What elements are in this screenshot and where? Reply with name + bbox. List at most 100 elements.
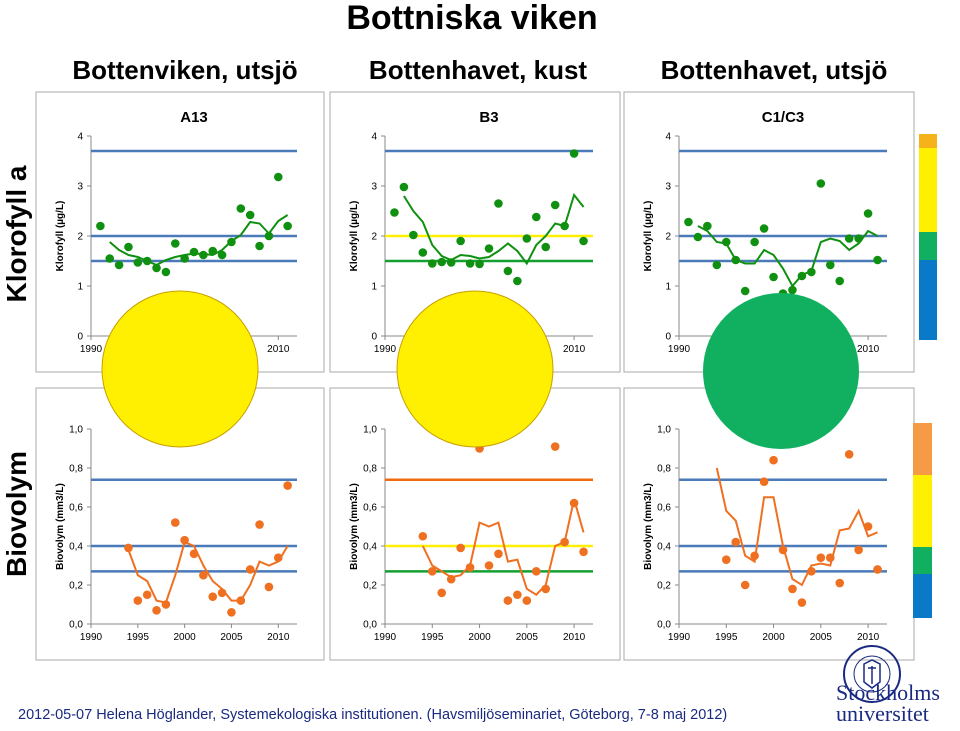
data-point: [236, 204, 246, 213]
data-point: [816, 179, 826, 188]
x-tick-label: 1990: [668, 344, 691, 355]
y-axis-label: Biovolym (mm3/L): [55, 483, 66, 570]
y-tick-label: 0,0: [657, 620, 671, 631]
data-point: [769, 455, 778, 465]
data-point: [170, 518, 180, 527]
x-tick-label: 1990: [374, 632, 397, 643]
data-point: [731, 537, 741, 547]
data-point: [750, 551, 759, 561]
data-point: [807, 567, 816, 576]
status-circle-a13: [101, 290, 259, 448]
row-label-biovolume: Biovolym: [1, 451, 32, 577]
data-point: [560, 537, 569, 547]
x-tick-label: 1995: [421, 632, 444, 643]
basin-label-3: Bottenhavet, utsjö: [661, 55, 888, 85]
data-point: [731, 255, 741, 265]
x-tick-label: 1990: [80, 632, 103, 643]
data-point: [550, 200, 560, 210]
x-tick-label: 2010: [267, 632, 290, 643]
data-point: [465, 259, 475, 268]
y-tick-label: 2: [77, 232, 83, 243]
data-point: [96, 221, 105, 231]
page-title: Bottniska viken: [346, 0, 597, 37]
y-tick-label: 0,2: [363, 581, 377, 592]
y-tick-label: 0,8: [363, 464, 377, 475]
data-point: [541, 584, 551, 594]
data-point: [227, 608, 236, 617]
trend-line: [109, 214, 289, 267]
scale-segment: [919, 260, 937, 340]
data-point: [579, 547, 588, 557]
chart-title: B3: [479, 109, 498, 126]
data-point: [759, 477, 769, 486]
y-tick-label: 1: [665, 282, 671, 293]
x-tick-label: 2010: [563, 632, 586, 643]
data-point: [835, 276, 845, 286]
data-point: [693, 232, 703, 242]
data-point: [531, 567, 541, 576]
data-point: [522, 596, 532, 605]
data-point: [513, 590, 522, 600]
y-tick-label: 0,6: [363, 503, 377, 514]
x-tick-label: 2005: [516, 632, 539, 643]
data-point: [189, 247, 199, 257]
data-point: [437, 588, 447, 598]
data-point: [142, 590, 152, 600]
data-point: [245, 565, 255, 574]
data-point: [484, 561, 494, 570]
chart-title: A13: [180, 109, 208, 126]
data-point: [180, 535, 189, 545]
x-tick-label: 2005: [220, 632, 243, 643]
data-point: [199, 570, 208, 580]
data-point: [124, 242, 133, 252]
scale-segment: [919, 134, 937, 148]
x-tick-label: 2000: [174, 632, 197, 643]
y-tick-label: 3: [371, 182, 377, 193]
scale-segment: [913, 475, 932, 547]
y-tick-label: 0: [371, 332, 377, 343]
data-point: [522, 234, 532, 243]
chart-title: C1/C3: [762, 109, 805, 126]
seal-ring: [843, 645, 901, 703]
data-point: [778, 545, 788, 555]
x-tick-label: 2010: [563, 344, 586, 355]
x-tick-label: 2010: [857, 344, 880, 355]
color-scale-chlorophyll: [919, 134, 937, 340]
trend-line: [403, 192, 585, 266]
trend-line: [697, 225, 879, 288]
data-point: [769, 272, 778, 282]
data-point: [579, 236, 588, 246]
y-tick-label: 2: [665, 232, 671, 243]
data-point: [759, 224, 769, 233]
data-point: [816, 553, 826, 562]
data-point: [788, 584, 797, 594]
data-point: [835, 578, 845, 588]
data-point: [418, 531, 428, 541]
data-point: [236, 596, 246, 605]
data-point: [684, 217, 693, 227]
data-point: [825, 260, 835, 270]
data-point: [273, 172, 283, 182]
y-tick-label: 0: [665, 332, 671, 343]
trend-line: [715, 467, 878, 587]
scale-segment: [919, 148, 937, 232]
x-tick-label: 2010: [267, 344, 290, 355]
color-scale-biovolume: [913, 423, 932, 618]
data-point: [560, 221, 569, 231]
data-point: [494, 199, 503, 208]
chart-chl-B3: 0 1 2 3 4 1990 2010 Klorofyll (µg/L) B3: [329, 91, 621, 373]
data-point: [264, 231, 274, 241]
data-point: [797, 598, 807, 607]
status-circle-b3: [396, 290, 554, 448]
x-tick-label: 1995: [127, 632, 150, 643]
data-point: [863, 522, 873, 531]
data-point: [797, 271, 807, 281]
data-point: [161, 267, 171, 277]
data-point: [283, 221, 292, 231]
data-point: [456, 543, 465, 553]
data-point: [133, 258, 143, 267]
data-point: [283, 481, 292, 490]
x-tick-label: 1990: [80, 344, 103, 355]
y-tick-label: 0,2: [657, 581, 671, 592]
